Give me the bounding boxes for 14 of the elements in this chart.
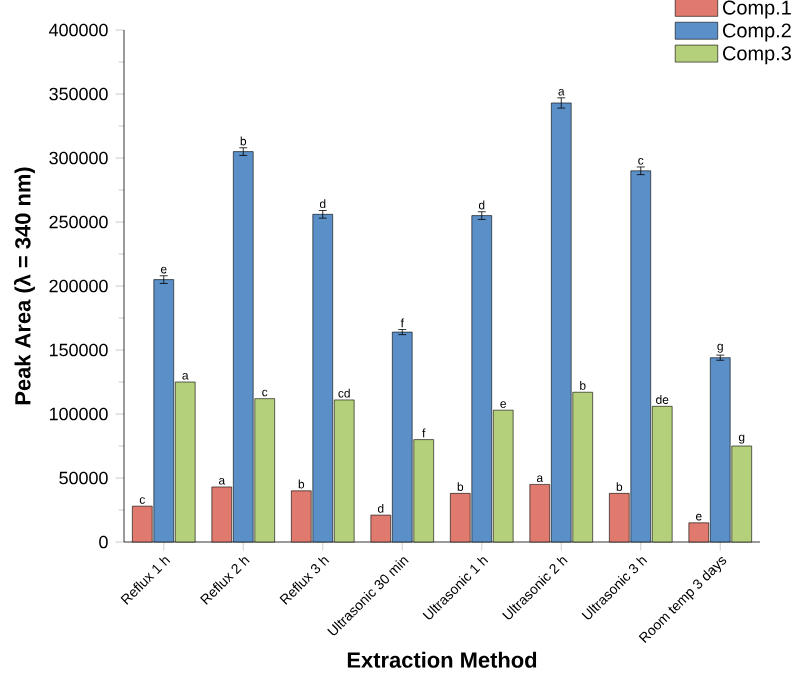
y-tick-label: 50000 — [59, 471, 108, 485]
x-axis-title: Extraction Method — [347, 651, 537, 668]
y-tick-label: 350000 — [49, 87, 108, 101]
legend-label: Comp.1 — [723, 0, 791, 19]
legend-label: Comp.2 — [723, 23, 791, 42]
y-tick-label: 250000 — [49, 215, 108, 229]
y-axis-title: Peak Area (λ = 340 nm) — [13, 167, 35, 405]
y-tick-label: 0 — [99, 535, 108, 549]
y-tick-label: 400000 — [49, 23, 108, 37]
y-tick-label: 150000 — [49, 343, 108, 357]
legend-label: Comp.3 — [723, 46, 791, 65]
y-tick-label: 100000 — [49, 407, 108, 421]
y-tick-label: 300000 — [49, 151, 108, 165]
y-tick-label: 200000 — [49, 279, 108, 293]
